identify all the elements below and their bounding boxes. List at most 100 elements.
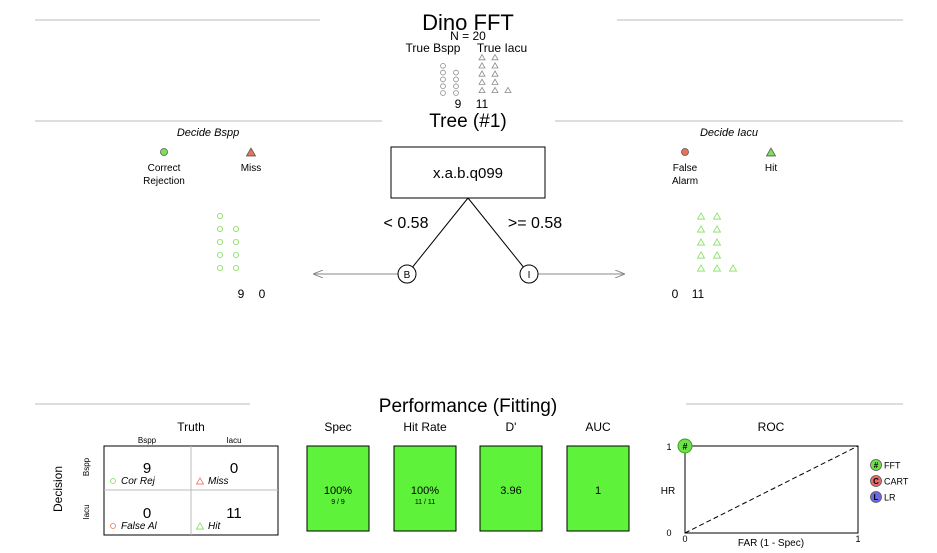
header-icon-left-2 xyxy=(440,76,446,83)
leaf-right xyxy=(519,264,539,284)
tree-node-box xyxy=(390,146,546,199)
performance-title: Performance (Fitting) xyxy=(379,396,557,417)
matrix-col-header-1: Iacu xyxy=(226,436,241,445)
header-icon-right-6 xyxy=(491,78,499,85)
decide-left-icon-7 xyxy=(232,238,239,245)
class-label-right: True Iacu xyxy=(477,41,527,55)
decide-left-legend: Correct Rejection Miss xyxy=(143,147,262,187)
decide-left-count-miss: 0 xyxy=(259,287,266,301)
roc-legend-symbol-2: L xyxy=(874,493,879,502)
decide-right-icon-4 xyxy=(696,212,706,220)
decide-right-icon-8 xyxy=(712,225,722,233)
header-icon-left-0 xyxy=(440,90,446,96)
header-icon-right-4 xyxy=(478,53,486,61)
class-label-left: True Bspp xyxy=(406,41,461,55)
matrix-cell-label-2: False Al xyxy=(121,521,158,532)
roc-ytick-0: 0 xyxy=(666,528,671,538)
decide-left-icon-6 xyxy=(232,251,239,258)
header-icon-right-8 xyxy=(491,61,499,69)
truth-label: Truth xyxy=(177,420,205,434)
branch-left-line xyxy=(406,197,469,275)
matrix-cell-icon-3 xyxy=(195,522,205,530)
decide-right-icon-10 xyxy=(728,264,738,272)
decide-left-icons xyxy=(216,212,239,271)
stat-value-0: 100% xyxy=(324,485,352,497)
class-count-right: 11 xyxy=(476,97,489,111)
header-icon-left-7 xyxy=(453,76,459,83)
n-label: N = 20 xyxy=(450,29,486,43)
decide-left-icon-8 xyxy=(232,225,239,232)
decide-right-legend-icon-0 xyxy=(681,148,689,156)
matrix-cell-icon-1 xyxy=(195,477,205,485)
header-icon-left-6 xyxy=(453,83,459,89)
decide-right-legend-icon-1 xyxy=(765,147,777,157)
roc-legend-label-0: FFT xyxy=(884,461,901,471)
class-count-left: 9 xyxy=(455,97,462,111)
tree-node-label: x.a.b.q099 xyxy=(433,165,503,182)
decide-right-icon-5 xyxy=(712,264,722,272)
matrix-cell-icon-2 xyxy=(110,523,116,529)
decide-left-legend-label-1: Miss xyxy=(241,163,262,174)
header-icon-left-4 xyxy=(440,63,446,69)
decide-right-icon-1 xyxy=(696,251,706,259)
plot-title: Dino FFT xyxy=(422,10,514,35)
leaf-right-label: I xyxy=(528,270,531,281)
roc-point-marker xyxy=(677,438,693,454)
header-icon-right-0 xyxy=(478,86,486,94)
header-icon-right-2 xyxy=(478,70,486,77)
matrix-cell-value-0: 9 xyxy=(143,460,151,477)
roc-xtick-0: 0 xyxy=(682,534,687,544)
stat-name-1: Hit Rate xyxy=(403,420,447,434)
decide-left-icon-4 xyxy=(216,212,223,219)
class-icon-array xyxy=(440,53,512,96)
matrix-cell-icon-0 xyxy=(110,478,116,484)
stat-value-1: 100% xyxy=(411,485,439,497)
tree-title: Tree (#1) xyxy=(429,111,506,132)
stat-sub-1: 11 / 11 xyxy=(415,499,435,506)
roc-point: # xyxy=(677,438,693,454)
decide-left-icon-5 xyxy=(232,264,239,271)
header-icon-right-1 xyxy=(478,78,486,85)
branch-left-label: < 0.58 xyxy=(384,215,429,232)
decide-right-icon-2 xyxy=(696,238,706,246)
decide-right-icons xyxy=(696,212,738,272)
roc-legend-icon-2 xyxy=(870,491,882,503)
decision-label: Decision xyxy=(51,466,65,512)
header-icon-left-1 xyxy=(440,83,446,89)
decide-left-legend-label2-0: Rejection xyxy=(143,176,185,187)
matrix-row-header-1: Iacu xyxy=(82,504,91,519)
matrix-cell-value-3: 11 xyxy=(226,505,242,522)
decide-right-icon-9 xyxy=(712,212,722,220)
roc-legend-symbol-1: C xyxy=(873,477,879,486)
stat-bar-3 xyxy=(566,445,630,532)
decide-right-icon-0 xyxy=(696,264,706,272)
decide-left-count-correct: 9 xyxy=(238,287,245,301)
decide-right-legend-label2-0: Alarm xyxy=(672,176,698,187)
decide-left-icon-2 xyxy=(216,238,223,245)
matrix-cell-value-1: 0 xyxy=(230,460,238,477)
stat-bar-0 xyxy=(306,445,370,532)
roc-legend-symbol-0: # xyxy=(874,461,879,470)
decide-right-legend-label-1: Hit xyxy=(765,163,777,174)
decide-left-legend-icon-1 xyxy=(245,147,257,157)
roc-legend-label-1: CART xyxy=(884,477,909,487)
decide-left-title: Decide Bspp xyxy=(177,127,239,139)
decide-left-icon-1 xyxy=(216,251,223,258)
matrix-col-header-0: Bspp xyxy=(138,436,157,445)
header-icon-right-10 xyxy=(504,86,512,94)
roc-ylabel: HR xyxy=(661,486,675,497)
branch-right-line xyxy=(467,197,530,275)
stat-value-2: 3.96 xyxy=(500,485,521,497)
stat-name-0: Spec xyxy=(324,420,351,434)
decide-left-legend-label-0: Correct xyxy=(148,163,181,174)
decide-left-icon-3 xyxy=(216,225,223,232)
header-icon-right-9 xyxy=(491,53,499,61)
roc-ytick-1: 1 xyxy=(666,442,671,452)
matrix-cell-label-1: Miss xyxy=(208,476,229,487)
stat-boxes: Spec 100% 9 / 9 Hit Rate 100% 11 / 11 D' 3.96 AU… xyxy=(306,420,630,532)
roc-legend-icon-1 xyxy=(870,475,882,487)
branch-right-label: >= 0.58 xyxy=(508,215,562,232)
decide-right-legend: False Alarm Hit xyxy=(672,147,777,187)
decide-left-legend-icon-0 xyxy=(160,148,168,156)
